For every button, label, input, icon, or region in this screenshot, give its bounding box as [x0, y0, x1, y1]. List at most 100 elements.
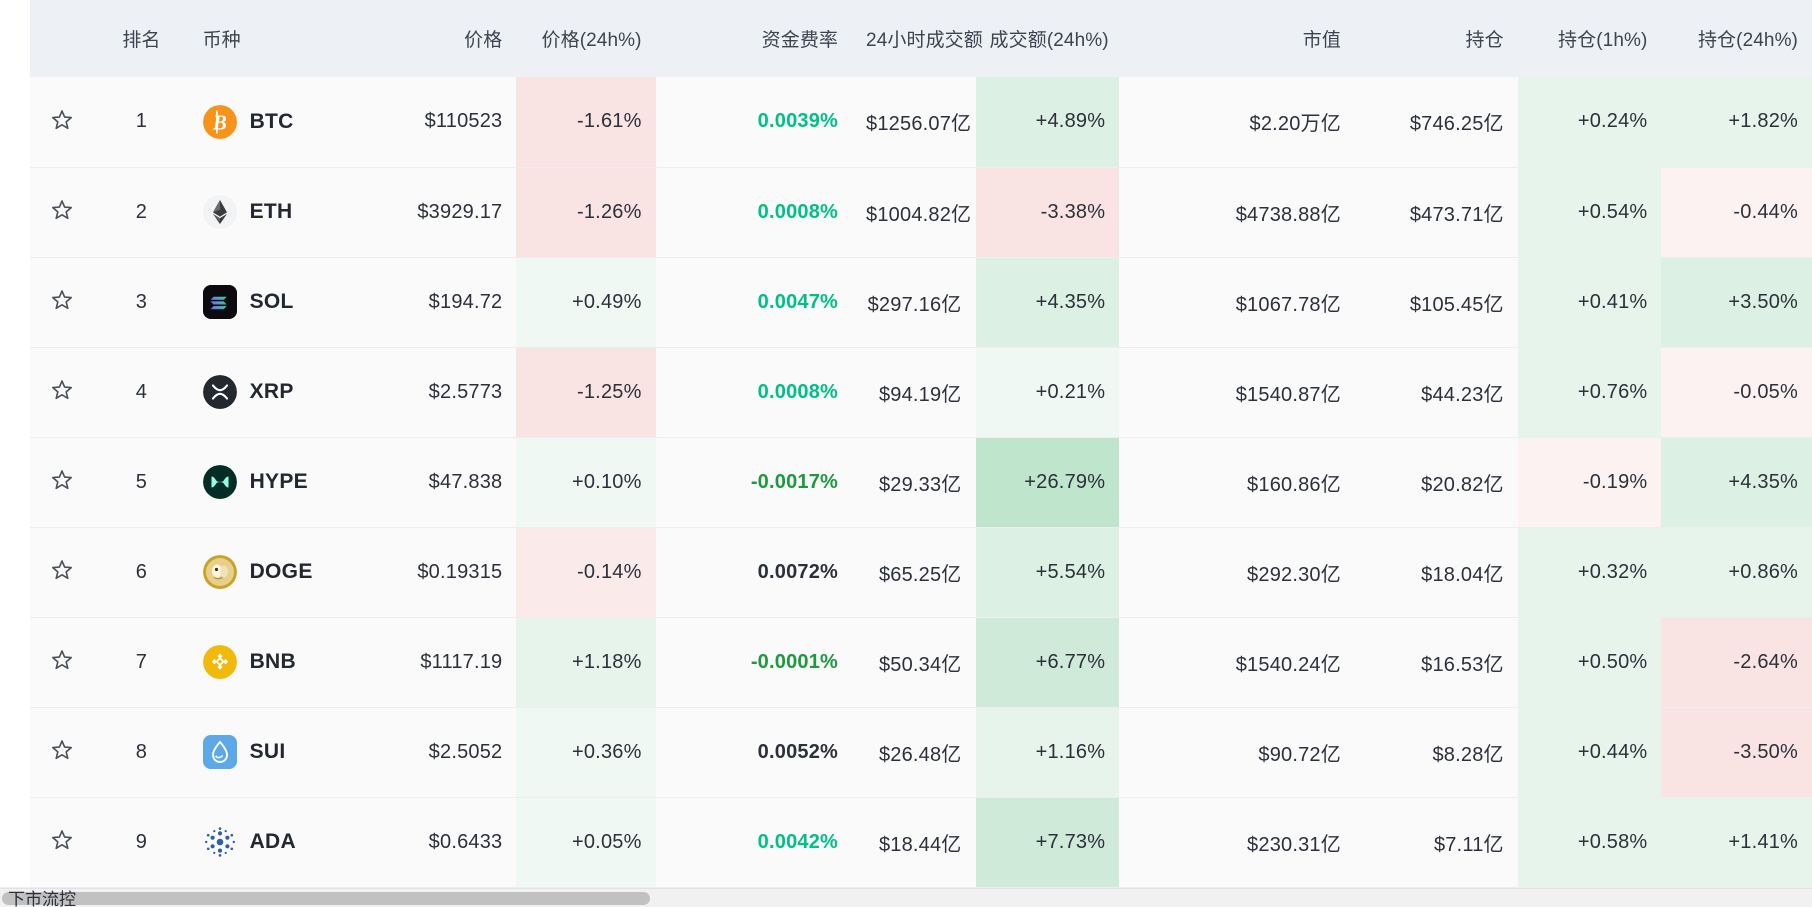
star-outline-icon[interactable] — [48, 466, 76, 494]
funding-rate-value: 0.0008% — [757, 380, 839, 403]
rank-value: 4 — [135, 380, 148, 403]
table-row[interactable]: 8 SUI $2.5052 +0.36% 0.0052% $26.48亿 +1.16% $90… — [0, 707, 1812, 798]
coin-cell[interactable]: XRP — [188, 347, 387, 438]
oi-change-24h-cell: +3.50% — [1661, 257, 1812, 348]
coin-cell[interactable]: ADA — [188, 797, 387, 888]
row-gutter — [0, 347, 31, 437]
table-scroll-viewport[interactable]: 排名 币种 价格 价格(24h%) 资金费率 24小时成交额 成交额(24h%) 市值 持仓 持仓… — [0, 0, 1812, 888]
column-header-funding_rate[interactable]: 资金费率 — [655, 0, 853, 77]
market-cap-cell: $1540.87亿 — [1119, 347, 1355, 438]
rank-cell: 1 — [94, 77, 189, 168]
column-header-volume_24h[interactable]: 24小时成交额 — [852, 0, 983, 77]
volume-24h-cell: $1256.07亿 — [852, 77, 976, 168]
coin-cell[interactable]: BNB — [188, 617, 387, 708]
row-gutter — [0, 797, 31, 888]
column-header-volume_24h_pct[interactable]: 成交额(24h%) — [975, 0, 1120, 77]
oi-change-24h-cell: -0.44% — [1661, 167, 1812, 258]
oi-change-1h-cell: +0.76% — [1517, 347, 1662, 438]
favorite-cell[interactable] — [30, 437, 95, 528]
oi-change-24h-cell: +4.35% — [1661, 437, 1812, 528]
favorite-cell[interactable] — [30, 617, 95, 708]
coin-cell[interactable]: ETH — [188, 167, 387, 258]
table-row[interactable]: 5 HYPE $47.838 +0.10% -0.0017% $29.33亿 +26.79%… — [0, 437, 1812, 528]
column-header-oi_1h[interactable]: 持仓(1h%) — [1517, 0, 1662, 77]
star-outline-icon[interactable] — [48, 106, 76, 134]
favorite-cell[interactable] — [30, 167, 95, 258]
column-header-coin[interactable]: 币种 — [188, 0, 387, 77]
xrp-icon — [202, 375, 237, 409]
price-cell: $110523 — [386, 77, 517, 168]
table-row[interactable]: 3 SOL $194.72 +0.49% 0.0047% $297.16亿 +4.35% $1… — [0, 257, 1812, 348]
volume-change-24h-cell: +5.54% — [975, 527, 1120, 618]
oi-change-1h-cell: +0.44% — [1517, 707, 1662, 798]
rank-value: 3 — [135, 290, 148, 313]
rank-value: 1 — [135, 110, 148, 133]
oi-change-24h-cell: +1.82% — [1661, 77, 1812, 168]
coin-cell[interactable]: B BTC — [188, 77, 387, 168]
volume-change-24h-cell: +1.16% — [975, 707, 1120, 798]
column-header-favorite[interactable] — [30, 0, 95, 77]
price-change-24h-cell: +1.18% — [516, 617, 656, 708]
rank-cell: 9 — [94, 797, 189, 888]
oi-change-24h-cell: -3.50% — [1661, 707, 1812, 798]
table-row[interactable]: 1 B BTC $110523 -1.61% 0.0039% $1256.07亿 +4.89%… — [0, 77, 1812, 168]
funding-rate-value: 0.0052% — [757, 740, 839, 763]
coin-symbol: DOGE — [249, 560, 313, 583]
market-cap-cell: $160.86亿 — [1119, 437, 1355, 528]
volume-change-24h-cell: +4.35% — [975, 257, 1120, 348]
sui-icon — [202, 735, 237, 769]
coin-symbol: SUI — [249, 740, 286, 763]
column-header-market_cap[interactable]: 市值 — [1119, 0, 1355, 77]
favorite-cell[interactable] — [30, 257, 95, 348]
table-row[interactable]: 4 XRP $2.5773 -1.25% 0.0008% $94.19亿 +0.21% $15… — [0, 347, 1812, 438]
table-row[interactable]: 6 DOGE $0.19315 -0.14% 0.0072% $65.25亿 +5.54% $… — [0, 527, 1812, 618]
market-cap-cell: $292.30亿 — [1119, 527, 1355, 618]
coin-cell[interactable]: DOGE — [188, 527, 387, 618]
star-outline-icon[interactable] — [48, 196, 76, 224]
price-cell: $0.19315 — [386, 527, 517, 618]
table-row[interactable]: 9 ADA $0.6433 +0.05% 0.0042% $18.44亿 +7.73% $23… — [0, 797, 1812, 888]
volume-change-24h-cell: +6.77% — [975, 617, 1120, 708]
favorite-cell[interactable] — [30, 707, 95, 798]
rank-cell: 2 — [94, 167, 189, 258]
star-outline-icon[interactable] — [48, 286, 76, 314]
funding-rate-value: -0.0001% — [750, 650, 839, 673]
star-outline-icon[interactable] — [48, 826, 76, 854]
btc-icon: B — [202, 104, 237, 139]
price-cell: $2.5773 — [386, 347, 517, 438]
volume-24h-cell: $94.19亿 — [852, 347, 976, 438]
oi-change-24h-cell: -0.05% — [1661, 347, 1812, 438]
horizontal-scrollbar-thumb[interactable] — [2, 892, 650, 905]
favorite-cell[interactable] — [30, 797, 95, 888]
star-outline-icon[interactable] — [48, 556, 76, 584]
table-row[interactable]: 7 BNB $1117.19 +1.18% -0.0001% $50.34亿 +6.77% $… — [0, 617, 1812, 708]
open-interest-cell: $44.23亿 — [1354, 347, 1518, 438]
horizontal-scrollbar[interactable] — [0, 888, 1812, 907]
star-outline-icon[interactable] — [48, 646, 76, 674]
rank-value: 8 — [135, 740, 148, 763]
star-outline-icon[interactable] — [48, 376, 76, 404]
price-change-24h-cell: +0.10% — [516, 437, 656, 528]
coin-cell[interactable]: SUI — [188, 707, 387, 798]
market-cap-cell: $1540.24亿 — [1119, 617, 1355, 708]
star-outline-icon[interactable] — [48, 736, 76, 764]
coin-cell[interactable]: SOL — [188, 257, 387, 348]
oi-change-1h-cell: +0.58% — [1517, 797, 1662, 888]
favorite-cell[interactable] — [30, 527, 95, 618]
column-header-price[interactable]: 价格 — [386, 0, 517, 77]
column-header-rank[interactable]: 排名 — [94, 0, 189, 77]
column-header-oi_24h[interactable]: 持仓(24h%) — [1661, 0, 1812, 77]
favorite-cell[interactable] — [30, 347, 95, 438]
column-header-open_interest[interactable]: 持仓 — [1354, 0, 1518, 77]
table-body: 1 B BTC $110523 -1.61% 0.0039% $1256.07亿 +4.89%… — [0, 77, 1812, 888]
column-header-price_24h[interactable]: 价格(24h%) — [516, 0, 656, 77]
funding-rate-cell: 0.0042% — [655, 797, 853, 888]
rank-cell: 7 — [94, 617, 189, 708]
oi-change-1h-cell: +0.54% — [1517, 167, 1662, 258]
table-row[interactable]: 2 ETH $3929.17 -1.26% 0.0008% $1004.82亿 -3.38%… — [0, 167, 1812, 258]
coin-symbol: ADA — [249, 830, 296, 853]
coin-cell[interactable]: HYPE — [188, 437, 387, 528]
rank-value: 9 — [135, 830, 148, 853]
favorite-cell[interactable] — [30, 77, 95, 168]
coin-symbol: SOL — [249, 290, 294, 313]
